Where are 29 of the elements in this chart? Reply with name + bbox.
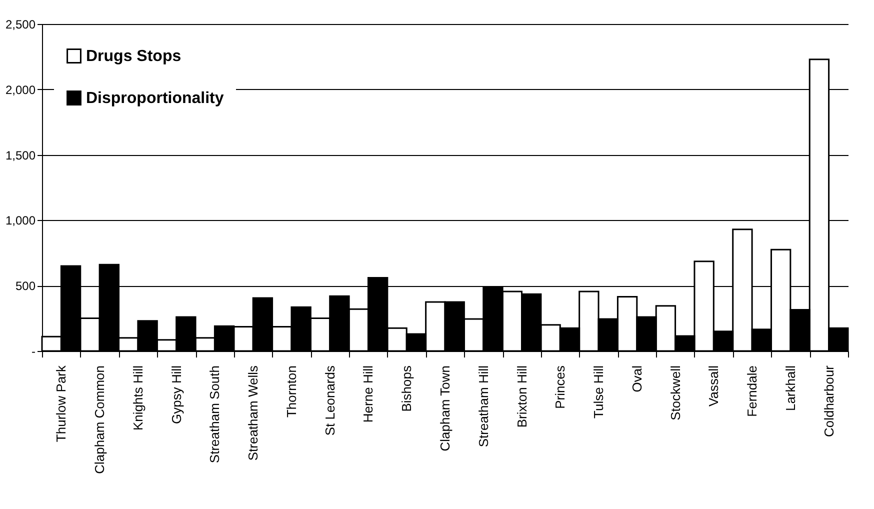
y-tick-label: 500 xyxy=(15,279,36,294)
y-tick-label: - xyxy=(32,344,36,358)
x-tick-label: Gypsy Hill xyxy=(168,365,184,424)
legend-label: Disproportionality xyxy=(86,90,224,107)
x-tick-label: Thurlow Park xyxy=(54,365,69,442)
x-tick-label: Clapham Common xyxy=(92,366,108,474)
x-tick-label: Vassall xyxy=(706,365,722,406)
x-tick-label: Tulse Hill xyxy=(591,365,606,418)
x-tick-label: Knights Hill xyxy=(130,365,146,431)
y-tick-label: 2,000 xyxy=(5,82,36,97)
y-tick-label: 1,500 xyxy=(5,148,36,162)
x-tick-label: Streatham South xyxy=(207,366,222,464)
x-tick-label: Brixton Hill xyxy=(514,365,530,428)
y-tick-label: 2,500 xyxy=(5,18,36,32)
x-tick-label: Princes xyxy=(552,365,568,409)
x-tick-label: Clapham Town xyxy=(438,366,452,452)
x-tick-label: St Leonards xyxy=(322,365,338,436)
x-tick-label: Bishops xyxy=(399,365,414,412)
x-tick-label: Oval xyxy=(629,365,644,392)
legend-label: Drugs Stops xyxy=(86,48,182,65)
x-tick-label: Streatham Wells xyxy=(246,365,261,461)
x-tick-label: Thornton xyxy=(284,366,299,418)
x-tick-label: Ferndale xyxy=(744,366,760,417)
y-tick-label: 1,000 xyxy=(5,214,36,228)
x-tick-label: Stockwell xyxy=(668,365,683,420)
x-tick-label: Herne Hill xyxy=(360,365,376,423)
x-tick-label: Larkhall xyxy=(782,365,798,412)
x-tick-label: Streatham Hill xyxy=(476,365,491,448)
x-tick-label: Coldharbour xyxy=(821,364,836,438)
